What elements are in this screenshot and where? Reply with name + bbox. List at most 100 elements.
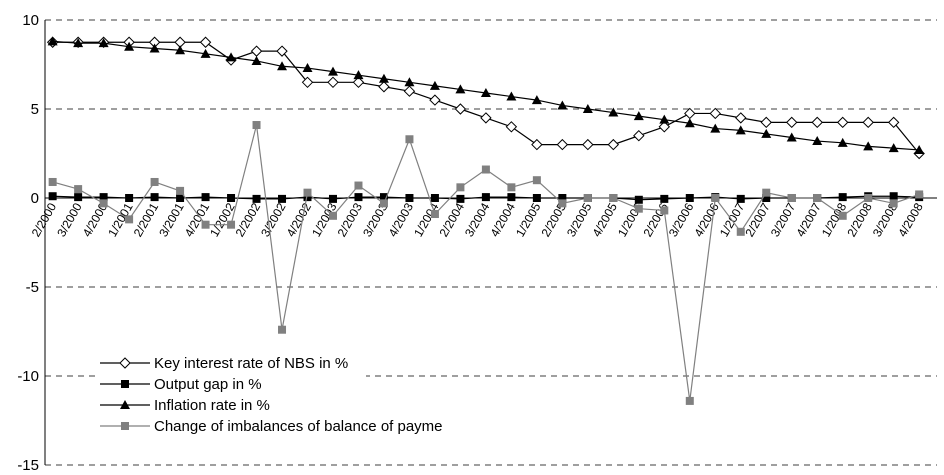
- point: [582, 104, 593, 113]
- point: [556, 138, 569, 151]
- point: [303, 193, 312, 202]
- point: [353, 70, 364, 80]
- point: [481, 193, 490, 202]
- point: [176, 194, 185, 202]
- point: [199, 36, 212, 48]
- point: [454, 103, 467, 115]
- legend-label: Output gap in %: [154, 376, 262, 393]
- point: [711, 194, 720, 202]
- point: [762, 194, 771, 202]
- point: [48, 177, 57, 186]
- point: [352, 76, 365, 89]
- point: [786, 132, 797, 142]
- point: [354, 193, 363, 202]
- point: [531, 138, 543, 151]
- y-tick-label: 10: [22, 12, 39, 29]
- point: [558, 199, 567, 208]
- point: [557, 100, 568, 110]
- point: [888, 143, 899, 153]
- point: [405, 194, 414, 202]
- point: [302, 63, 313, 73]
- point: [658, 121, 671, 133]
- point: [633, 129, 645, 142]
- legend-label: Inflation rate in %: [154, 397, 270, 414]
- legend-marker: [121, 380, 129, 388]
- point: [150, 177, 159, 186]
- point: [735, 125, 746, 135]
- point: [709, 107, 721, 120]
- point: [73, 38, 84, 48]
- point: [278, 194, 287, 203]
- point: [480, 112, 492, 124]
- point: [531, 95, 542, 105]
- point: [760, 116, 772, 129]
- point: [710, 123, 721, 133]
- point: [660, 194, 669, 203]
- point: [252, 121, 261, 130]
- point: [838, 211, 847, 220]
- legend-marker: [121, 422, 129, 430]
- point: [379, 199, 388, 208]
- point: [634, 204, 643, 213]
- point: [405, 135, 414, 144]
- point: [327, 66, 338, 76]
- series: [47, 36, 925, 154]
- point: [276, 45, 288, 57]
- point: [378, 81, 390, 93]
- point: [226, 52, 237, 62]
- point: [914, 144, 925, 154]
- point: [864, 194, 873, 202]
- legend: Key interest rate of NBS in % Output gap …: [96, 352, 443, 437]
- point: [201, 220, 210, 229]
- point: [429, 80, 440, 90]
- point: [456, 183, 465, 192]
- point: [684, 118, 695, 128]
- point: [887, 116, 900, 129]
- point: [659, 114, 670, 124]
- point: [786, 116, 798, 129]
- point: [787, 194, 796, 202]
- point: [837, 137, 848, 147]
- point: [609, 194, 618, 202]
- point: [125, 194, 134, 202]
- legend-label: Change of imbalances of balance of payme: [154, 418, 443, 435]
- point: [862, 116, 874, 129]
- point: [660, 206, 669, 215]
- point: [456, 194, 465, 203]
- point: [74, 193, 83, 202]
- point: [506, 91, 517, 101]
- point: [378, 73, 389, 83]
- point: [558, 194, 567, 202]
- point: [889, 192, 898, 201]
- point: [761, 128, 772, 138]
- point: [252, 194, 261, 203]
- point: [583, 194, 592, 202]
- point: [634, 195, 643, 204]
- point: [507, 193, 516, 202]
- point: [430, 210, 439, 219]
- point: [354, 181, 363, 190]
- point: [684, 107, 696, 120]
- point: [813, 194, 822, 202]
- point: [505, 121, 518, 133]
- point: [200, 48, 211, 58]
- point: [685, 396, 694, 405]
- point: [863, 141, 874, 151]
- point: [481, 165, 490, 174]
- point: [278, 325, 287, 334]
- point: [250, 45, 263, 57]
- point: [150, 193, 159, 202]
- point: [608, 107, 619, 117]
- point: [736, 227, 745, 236]
- legend-label: Key interest rate of NBS in %: [154, 355, 348, 372]
- point: [251, 55, 262, 65]
- point: [455, 84, 466, 94]
- legend-box: [96, 352, 366, 437]
- point: [99, 193, 108, 202]
- point: [889, 199, 898, 208]
- point: [227, 220, 236, 229]
- point: [277, 61, 288, 71]
- point: [227, 194, 236, 202]
- point: [480, 87, 491, 97]
- x-tick-label: 4/2008: [895, 200, 926, 239]
